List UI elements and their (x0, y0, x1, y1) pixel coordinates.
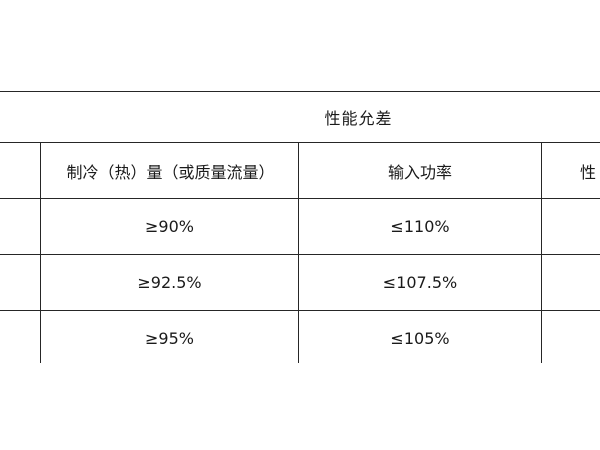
column-header-capacity: 制冷（热）量（或质量流量） (40, 142, 299, 199)
column-header-extra: 性 (540, 142, 600, 199)
input-power-value-cell: ≤110% (298, 198, 542, 255)
row-label-cell (0, 254, 41, 311)
capacity-value-cell: ≥90% (40, 198, 299, 255)
extra-value-cell (540, 310, 600, 363)
capacity-value-cell: ≥92.5% (40, 254, 299, 311)
row-label-cell (0, 198, 41, 255)
performance-tolerance-table: 性能允差 制冷（热）量（或质量流量） 输入功率 性 (0, 91, 600, 363)
table-title-row: 性能允差 (0, 91, 600, 143)
extra-value-cell (540, 254, 600, 311)
column-header-input-power: 输入功率 (298, 142, 542, 199)
column-header-label (0, 142, 41, 199)
input-power-value-cell: ≤107.5% (298, 254, 542, 311)
table-row: ≥95% ≤105% (0, 310, 600, 363)
table-row: ≥92.5% ≤107.5% (0, 254, 600, 311)
table-header-row: 制冷（热）量（或质量流量） 输入功率 性 (0, 142, 600, 199)
row-label-cell (0, 310, 41, 363)
table-title-cell: 性能允差 (0, 91, 600, 143)
table-title: 性能允差 (324, 109, 393, 128)
table-viewport: 性能允差 制冷（热）量（或质量流量） 输入功率 性 (0, 91, 600, 363)
capacity-value-cell: ≥95% (40, 310, 299, 363)
table-row: ≥90% ≤110% (0, 198, 600, 255)
extra-value-cell (540, 198, 600, 255)
input-power-value-cell: ≤105% (298, 310, 542, 363)
